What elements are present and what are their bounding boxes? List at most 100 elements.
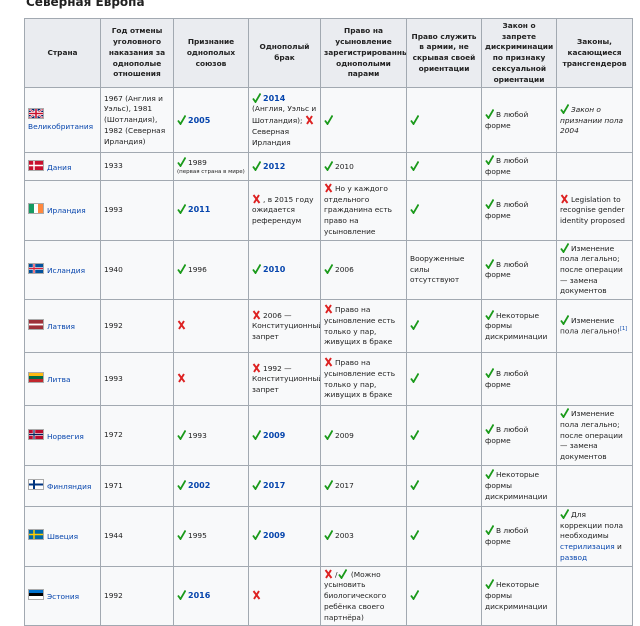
table-row: Норвегия 1972 1993 2009 2009 В любой форме Изм… bbox=[24, 405, 633, 466]
cell-text: [1] bbox=[620, 326, 628, 333]
cell-text: 1995 bbox=[188, 531, 207, 541]
cell-text: В любой форме bbox=[485, 156, 529, 177]
check-icon bbox=[252, 92, 262, 104]
country-cell: Исландия bbox=[24, 239, 101, 301]
country-cell: Норвегия bbox=[24, 405, 101, 466]
cell-text: В любой форме bbox=[485, 525, 529, 546]
flag-icon bbox=[28, 108, 44, 120]
cross-icon bbox=[177, 320, 186, 330]
check-icon bbox=[485, 525, 495, 536]
data-cell: 1992 bbox=[100, 565, 174, 626]
data-cell: 2010 bbox=[320, 152, 407, 181]
link[interactable]: стерилизация bbox=[560, 542, 615, 552]
table-row: Финляндия 1971 2002 2017 2017 Некоторые формы… bbox=[24, 464, 633, 507]
data-cell: 1940 bbox=[100, 239, 174, 301]
data-cell: 2006 bbox=[320, 239, 407, 301]
comparison-table: Страна Год отмены уголовного наказания за… bbox=[24, 17, 633, 626]
cell-text: (Можно усыновить биологического ребёнка … bbox=[324, 569, 387, 622]
link[interactable]: Норвегия bbox=[47, 431, 84, 441]
cell-text: 2009 bbox=[335, 430, 354, 440]
data-cell: Для коррекции пола необходимы стерилизац… bbox=[556, 505, 633, 567]
link[interactable]: Ирландия bbox=[47, 206, 86, 216]
link[interactable]: Швеция bbox=[47, 532, 79, 542]
data-cell: 1993 bbox=[100, 179, 174, 241]
data-cell bbox=[556, 464, 633, 507]
data-cell: 2003 bbox=[320, 505, 407, 567]
column-header: Право служить в армии, не скрывая своей … bbox=[406, 17, 482, 89]
check-icon bbox=[410, 320, 420, 331]
cell-text: Legislation to recognise gender identity… bbox=[560, 194, 625, 226]
check-icon bbox=[324, 264, 334, 275]
cell-text: 2010 bbox=[335, 161, 354, 171]
data-cell: 2016 bbox=[173, 565, 249, 626]
data-cell bbox=[556, 152, 633, 181]
data-cell: В любой форме bbox=[481, 352, 557, 407]
cross-icon bbox=[560, 194, 569, 204]
cell-text: 1972 bbox=[104, 430, 123, 440]
cell-text: 2010 bbox=[263, 265, 286, 275]
data-cell: 2002 bbox=[173, 464, 249, 507]
check-icon bbox=[324, 480, 334, 491]
data-cell: 2010 bbox=[248, 239, 321, 301]
check-icon bbox=[485, 109, 495, 120]
link[interactable]: Финляндия bbox=[47, 482, 92, 492]
data-cell: 1972 bbox=[100, 405, 174, 466]
data-cell bbox=[406, 464, 482, 507]
column-header: Признание однополых союзов bbox=[173, 17, 249, 89]
check-icon bbox=[485, 155, 495, 167]
cell-text: Северная Ирландия bbox=[252, 126, 291, 147]
data-cell: 1993 bbox=[173, 405, 249, 466]
cell-text: 1992 bbox=[104, 320, 123, 330]
flag-icon bbox=[28, 428, 44, 440]
cross-icon bbox=[324, 357, 333, 367]
cell-text: 2006 bbox=[335, 265, 354, 275]
cell-text: В любой форме bbox=[485, 199, 529, 220]
flag-icon bbox=[28, 203, 44, 215]
cell-text: 2009 bbox=[263, 531, 286, 541]
cell-text: (Англия, Уэльс и Шотландия); bbox=[252, 104, 317, 126]
check-icon bbox=[410, 160, 420, 172]
data-cell: 2006 — Конституционный запрет bbox=[248, 299, 321, 354]
link[interactable]: Дания bbox=[47, 162, 72, 172]
check-icon bbox=[485, 579, 495, 590]
data-cell: 1989 (первая страна в мире) bbox=[173, 152, 249, 181]
data-cell: 1996 bbox=[173, 239, 249, 301]
cross-icon bbox=[252, 310, 261, 320]
check-icon bbox=[410, 114, 420, 126]
data-cell: 1933 bbox=[100, 152, 174, 181]
link[interactable]: развод bbox=[560, 552, 588, 562]
data-cell bbox=[173, 299, 249, 354]
check-icon bbox=[177, 264, 187, 275]
data-cell: Право на усыновление есть только у пар, … bbox=[320, 299, 407, 354]
check-icon bbox=[252, 429, 262, 441]
data-cell: 2009 bbox=[320, 405, 407, 466]
link[interactable]: Эстония bbox=[47, 592, 80, 602]
column-header: Закон о запрете дискриминации по признак… bbox=[481, 17, 557, 89]
link[interactable]: Литва bbox=[47, 375, 71, 385]
data-cell: 2017 bbox=[320, 464, 407, 507]
country-cell: Ирландия bbox=[24, 179, 101, 241]
data-cell: Некоторые формы дискриминации bbox=[481, 565, 557, 626]
check-icon bbox=[485, 469, 495, 480]
cell-text: 1992 — Конституционный запрет bbox=[252, 363, 321, 395]
cell-text: 1971 bbox=[104, 480, 123, 490]
data-cell: Некоторые формы дискриминации bbox=[481, 299, 557, 354]
cell-text: 2016 bbox=[188, 591, 211, 601]
link[interactable]: Великобритания bbox=[28, 121, 94, 131]
check-icon bbox=[410, 204, 420, 215]
cell-text: 2017 bbox=[335, 481, 354, 491]
data-cell: Закон о признании пола 2004 bbox=[556, 87, 633, 154]
check-icon bbox=[485, 258, 495, 270]
data-cell: В любой форме bbox=[481, 405, 557, 466]
cell-text: 1992 bbox=[104, 590, 123, 600]
data-cell: В любой форме bbox=[481, 179, 557, 241]
cell-text: 2003 bbox=[335, 531, 354, 541]
cell-text: 1996 bbox=[188, 265, 207, 275]
data-cell bbox=[320, 87, 407, 154]
cell-text: Некоторые формы дискриминации bbox=[485, 580, 548, 611]
link[interactable]: Латвия bbox=[47, 322, 75, 332]
cell-text: В любой форме bbox=[485, 259, 529, 280]
table-row: Исландия 1940 1996 2010 2006 Вооруженные силы… bbox=[24, 239, 633, 301]
check-icon bbox=[485, 199, 495, 210]
link[interactable]: Исландия bbox=[47, 266, 86, 276]
